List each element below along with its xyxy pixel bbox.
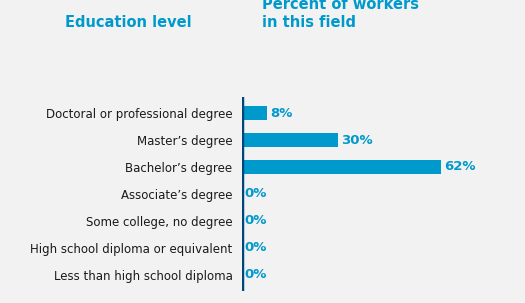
Text: 0%: 0%	[245, 241, 267, 254]
Bar	[242, 160, 441, 174]
Text: 8%: 8%	[270, 107, 293, 120]
Text: 0%: 0%	[245, 214, 267, 227]
Text: Education level: Education level	[65, 15, 192, 30]
Text: Percent of workers
in this field: Percent of workers in this field	[262, 0, 419, 30]
Text: 30%: 30%	[341, 134, 373, 147]
Bar	[242, 106, 267, 120]
Text: 0%: 0%	[245, 188, 267, 200]
Text: 62%: 62%	[444, 161, 476, 174]
Bar	[242, 133, 338, 147]
Text: 0%: 0%	[245, 268, 267, 281]
